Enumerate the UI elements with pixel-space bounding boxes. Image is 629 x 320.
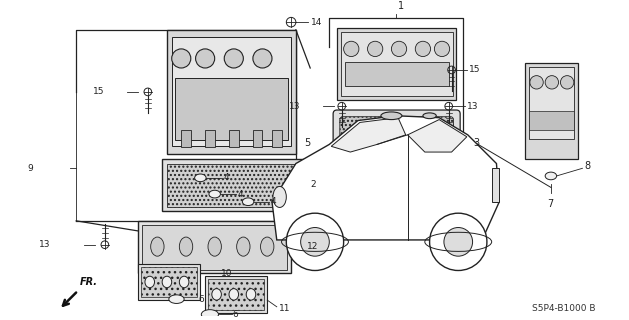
Ellipse shape bbox=[273, 187, 286, 207]
Bar bbox=[337, 28, 457, 100]
Circle shape bbox=[367, 41, 383, 57]
Bar bbox=[142, 225, 287, 269]
Bar bbox=[172, 37, 291, 146]
Ellipse shape bbox=[201, 310, 218, 319]
Circle shape bbox=[196, 49, 214, 68]
Text: 4: 4 bbox=[238, 189, 243, 199]
Text: 1: 1 bbox=[398, 1, 404, 11]
Bar bbox=[167, 164, 301, 206]
Text: 11: 11 bbox=[279, 304, 290, 313]
Text: 8: 8 bbox=[584, 161, 591, 172]
Ellipse shape bbox=[212, 289, 221, 300]
Ellipse shape bbox=[151, 237, 164, 256]
Bar bbox=[229, 130, 238, 147]
Bar bbox=[181, 130, 191, 147]
Ellipse shape bbox=[381, 112, 402, 120]
Bar bbox=[162, 159, 306, 211]
Bar bbox=[345, 62, 448, 86]
Ellipse shape bbox=[246, 289, 256, 300]
Bar bbox=[208, 279, 264, 310]
Ellipse shape bbox=[209, 190, 220, 198]
Circle shape bbox=[224, 49, 243, 68]
Ellipse shape bbox=[162, 276, 172, 288]
Bar bbox=[529, 111, 574, 130]
Circle shape bbox=[286, 213, 343, 270]
Circle shape bbox=[545, 76, 559, 89]
Text: 4: 4 bbox=[223, 173, 229, 182]
Ellipse shape bbox=[237, 237, 250, 256]
Ellipse shape bbox=[242, 198, 254, 205]
Text: 3: 3 bbox=[474, 139, 480, 148]
Circle shape bbox=[172, 49, 191, 68]
Text: 13: 13 bbox=[467, 102, 478, 111]
Text: 10: 10 bbox=[221, 269, 233, 278]
Text: 15: 15 bbox=[93, 87, 105, 96]
Bar bbox=[205, 130, 214, 147]
Ellipse shape bbox=[169, 295, 184, 303]
Circle shape bbox=[253, 49, 272, 68]
Bar bbox=[525, 63, 577, 159]
Ellipse shape bbox=[208, 237, 221, 256]
Text: 15: 15 bbox=[469, 65, 481, 75]
Text: 7: 7 bbox=[547, 199, 554, 209]
Text: 4: 4 bbox=[271, 197, 277, 206]
Text: 13: 13 bbox=[39, 240, 50, 249]
Ellipse shape bbox=[260, 237, 274, 256]
Ellipse shape bbox=[363, 144, 430, 177]
Bar bbox=[529, 67, 574, 139]
Ellipse shape bbox=[423, 113, 437, 119]
Ellipse shape bbox=[229, 289, 238, 300]
Ellipse shape bbox=[347, 138, 365, 147]
Bar bbox=[272, 130, 282, 147]
Text: FR.: FR. bbox=[80, 277, 98, 287]
Text: 9: 9 bbox=[28, 164, 33, 173]
Text: 5: 5 bbox=[304, 138, 310, 148]
Circle shape bbox=[444, 228, 472, 256]
Polygon shape bbox=[331, 118, 406, 152]
Ellipse shape bbox=[179, 276, 189, 288]
Text: 14: 14 bbox=[311, 18, 323, 27]
Polygon shape bbox=[408, 120, 467, 152]
Bar bbox=[253, 130, 262, 147]
Circle shape bbox=[391, 41, 407, 57]
FancyBboxPatch shape bbox=[333, 110, 460, 196]
Ellipse shape bbox=[194, 174, 206, 182]
Text: 6: 6 bbox=[198, 295, 204, 304]
Text: S5P4-B1000 B: S5P4-B1000 B bbox=[532, 304, 595, 313]
Bar bbox=[205, 276, 267, 313]
Bar bbox=[167, 30, 296, 154]
Polygon shape bbox=[272, 116, 499, 240]
Text: 6: 6 bbox=[233, 310, 238, 319]
Bar bbox=[138, 264, 201, 300]
Text: 13: 13 bbox=[289, 102, 301, 111]
Circle shape bbox=[530, 76, 543, 89]
Circle shape bbox=[343, 41, 359, 57]
Bar bbox=[141, 267, 198, 297]
Ellipse shape bbox=[179, 237, 192, 256]
Circle shape bbox=[430, 213, 487, 270]
Text: 12: 12 bbox=[308, 242, 319, 251]
Ellipse shape bbox=[145, 276, 155, 288]
Ellipse shape bbox=[545, 172, 557, 180]
Circle shape bbox=[560, 76, 574, 89]
Circle shape bbox=[415, 41, 431, 57]
Bar bbox=[492, 168, 499, 202]
Bar bbox=[175, 77, 288, 140]
FancyBboxPatch shape bbox=[340, 117, 454, 189]
Bar bbox=[341, 32, 452, 96]
Text: 2: 2 bbox=[310, 180, 316, 189]
Circle shape bbox=[435, 41, 450, 57]
Bar bbox=[138, 221, 291, 273]
Circle shape bbox=[301, 228, 330, 256]
